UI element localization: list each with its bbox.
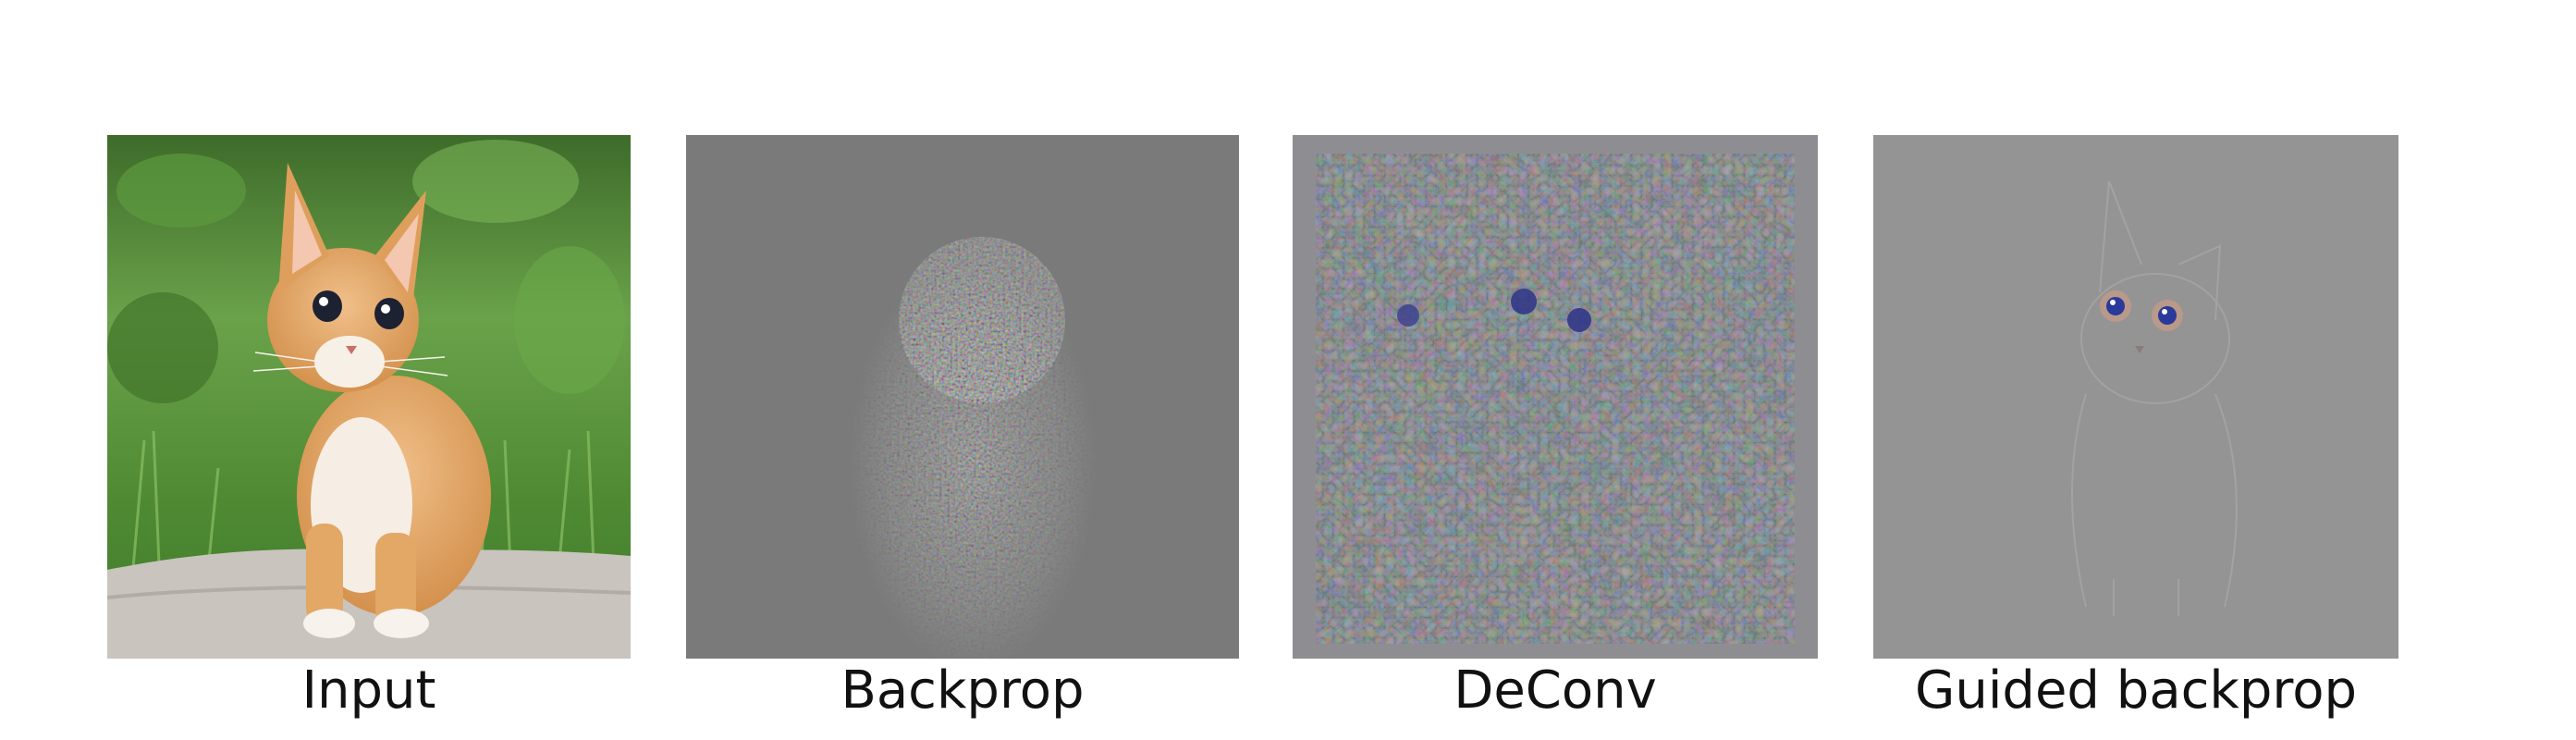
kitten-photo: [107, 135, 631, 659]
deconv-saliency-image: [1293, 135, 1818, 659]
deconv-map: [1293, 135, 1818, 659]
caption-backprop: Backprop: [840, 660, 1085, 721]
caption-guided-backprop: Guided backprop: [1914, 660, 2358, 721]
input-image: [107, 135, 631, 659]
guided-backprop-saliency-image: [1873, 135, 2398, 659]
backprop-saliency-image: [686, 135, 1239, 659]
caption-deconv: DeConv: [1454, 660, 1657, 721]
caption-input: Input: [301, 660, 436, 721]
backprop-map: [686, 135, 1239, 659]
guided-backprop-map: [1873, 135, 2398, 659]
